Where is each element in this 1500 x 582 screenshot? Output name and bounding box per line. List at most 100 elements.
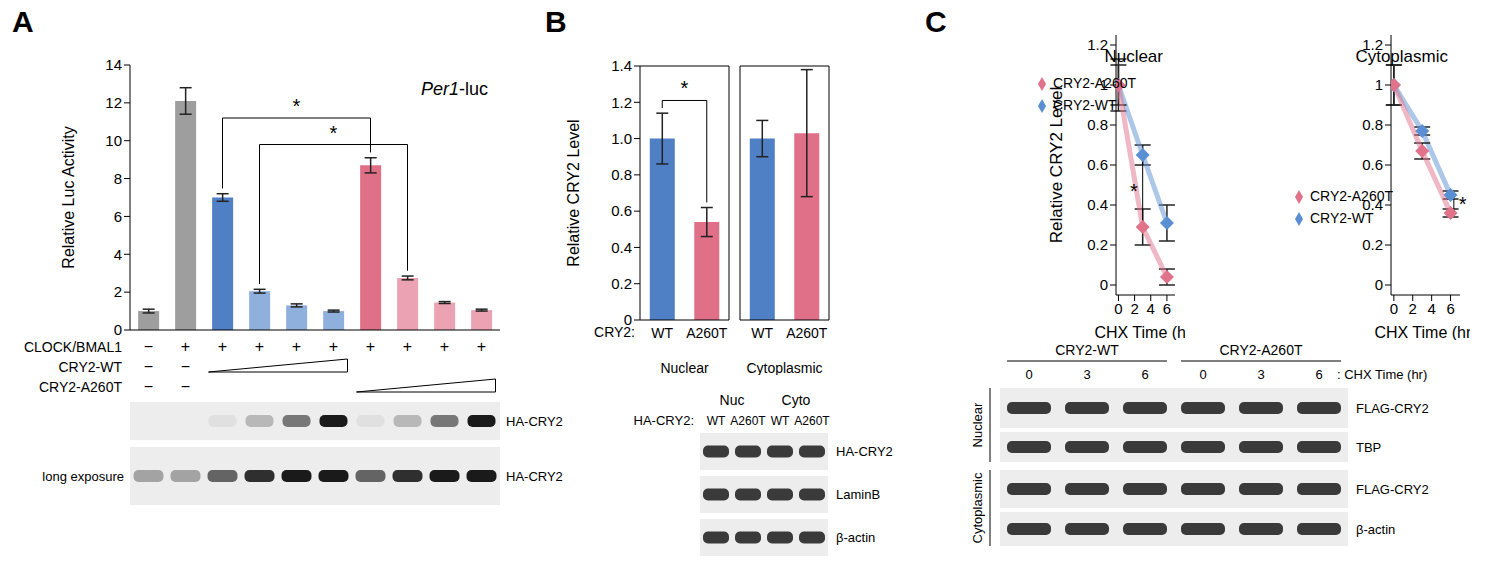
svg-text:+: + bbox=[218, 338, 227, 355]
svg-text:CHX Time (hr): CHX Time (hr) bbox=[1374, 324, 1470, 340]
svg-text:CLOCK/BMAL1: CLOCK/BMAL1 bbox=[24, 339, 122, 355]
svg-text:0.2: 0.2 bbox=[1362, 236, 1383, 253]
svg-text:FLAG-CRY2: FLAG-CRY2 bbox=[1356, 482, 1429, 497]
svg-text:Relative CRY2 Level: Relative CRY2 Level bbox=[565, 119, 582, 266]
svg-text:6: 6 bbox=[1163, 300, 1171, 317]
svg-text:*: * bbox=[681, 77, 689, 99]
svg-text:0: 0 bbox=[1390, 300, 1398, 317]
svg-text:: CHX Time (hr): : CHX Time (hr) bbox=[1337, 367, 1427, 382]
svg-text:−: − bbox=[144, 358, 153, 375]
svg-text:0.4: 0.4 bbox=[1087, 196, 1108, 213]
svg-text:0: 0 bbox=[1100, 276, 1108, 293]
svg-text:+: + bbox=[403, 338, 412, 355]
svg-text:2: 2 bbox=[114, 283, 122, 300]
svg-text:LaminB: LaminB bbox=[836, 487, 880, 502]
svg-text:CRY2:: CRY2: bbox=[594, 324, 635, 340]
svg-text:4: 4 bbox=[1147, 300, 1155, 317]
svg-text:14: 14 bbox=[105, 56, 122, 73]
svg-text:4: 4 bbox=[114, 246, 122, 263]
svg-text:2: 2 bbox=[1130, 300, 1138, 317]
svg-text:+: + bbox=[292, 338, 301, 355]
svg-text:β-actin: β-actin bbox=[1356, 522, 1395, 537]
svg-text:+: + bbox=[440, 338, 449, 355]
svg-text:+: + bbox=[181, 338, 190, 355]
svg-text:+: + bbox=[366, 338, 375, 355]
svg-text:10: 10 bbox=[105, 132, 122, 149]
svg-text:1.2: 1.2 bbox=[611, 94, 632, 111]
svg-text:0.4: 0.4 bbox=[1362, 196, 1383, 213]
svg-text:6: 6 bbox=[1141, 367, 1148, 382]
svg-text:4: 4 bbox=[1427, 300, 1435, 317]
svg-text:A260T: A260T bbox=[730, 414, 766, 428]
svg-text:CRY2-A260T: CRY2-A260T bbox=[39, 379, 122, 395]
svg-text:HA-CRY2: HA-CRY2 bbox=[836, 444, 893, 459]
svg-text:CRY2-WT: CRY2-WT bbox=[1055, 342, 1119, 358]
svg-text:FLAG-CRY2: FLAG-CRY2 bbox=[1356, 401, 1429, 416]
svg-text:0.2: 0.2 bbox=[611, 275, 632, 292]
svg-text:12: 12 bbox=[105, 94, 122, 111]
svg-text:1.2: 1.2 bbox=[1362, 36, 1383, 53]
svg-text:long exposure: long exposure bbox=[42, 469, 124, 484]
svg-text:−: − bbox=[144, 338, 153, 355]
svg-text:6: 6 bbox=[1315, 367, 1322, 382]
svg-text:WT: WT bbox=[651, 325, 673, 341]
svg-text:1: 1 bbox=[1100, 76, 1108, 93]
svg-text:0.4: 0.4 bbox=[611, 239, 632, 256]
svg-text:0: 0 bbox=[1114, 300, 1122, 317]
svg-text:WT: WT bbox=[751, 325, 773, 341]
svg-text:0: 0 bbox=[1375, 276, 1383, 293]
svg-text:A260T: A260T bbox=[786, 325, 828, 341]
svg-text:0: 0 bbox=[1025, 367, 1032, 382]
svg-text:0.8: 0.8 bbox=[611, 166, 632, 183]
svg-text:2: 2 bbox=[1409, 300, 1417, 317]
svg-text:*: * bbox=[1130, 180, 1138, 202]
svg-text:1.4: 1.4 bbox=[611, 57, 632, 74]
svg-text:0.6: 0.6 bbox=[1087, 156, 1108, 173]
svg-text:Relative CRY2 Level: Relative CRY2 Level bbox=[1047, 87, 1066, 244]
svg-text:TBP: TBP bbox=[1356, 440, 1381, 455]
svg-text:Nuclear: Nuclear bbox=[660, 360, 709, 375]
svg-text:CRY2-A260T: CRY2-A260T bbox=[1219, 342, 1302, 358]
svg-text:3: 3 bbox=[1257, 367, 1264, 382]
svg-text:β-actin: β-actin bbox=[836, 530, 875, 545]
svg-text:B: B bbox=[545, 5, 567, 38]
svg-text:HA-CRY2: HA-CRY2 bbox=[506, 469, 563, 484]
svg-text:0: 0 bbox=[114, 321, 122, 338]
svg-text:1: 1 bbox=[1375, 76, 1383, 93]
svg-text:Cytoplasmic: Cytoplasmic bbox=[1355, 47, 1448, 66]
svg-text:3: 3 bbox=[1083, 367, 1090, 382]
svg-text:A260T: A260T bbox=[794, 414, 830, 428]
svg-text:HA-CRY2:: HA-CRY2: bbox=[634, 413, 694, 428]
svg-text:CHX Time (hr): CHX Time (hr) bbox=[1094, 324, 1185, 340]
svg-text:−: − bbox=[144, 378, 153, 395]
svg-text:A260T: A260T bbox=[686, 325, 728, 341]
svg-text:Nuclear: Nuclear bbox=[970, 402, 985, 447]
svg-text:−: − bbox=[181, 358, 190, 375]
svg-text:1.2: 1.2 bbox=[1087, 36, 1108, 53]
svg-text:Nuc: Nuc bbox=[720, 392, 745, 408]
svg-text:0.8: 0.8 bbox=[1362, 116, 1383, 133]
svg-text:C: C bbox=[925, 5, 947, 38]
svg-text:HA-CRY2: HA-CRY2 bbox=[506, 414, 563, 429]
svg-text:Cytoplasmic: Cytoplasmic bbox=[746, 360, 822, 375]
svg-text:Cytoplasmic: Cytoplasmic bbox=[970, 472, 985, 543]
svg-text:CRY2-WT: CRY2-WT bbox=[58, 359, 122, 375]
svg-text:*: * bbox=[1459, 193, 1467, 215]
svg-text:WT: WT bbox=[771, 414, 790, 428]
svg-text:WT: WT bbox=[707, 414, 726, 428]
svg-text:0: 0 bbox=[1199, 367, 1206, 382]
svg-text:0.2: 0.2 bbox=[1087, 236, 1108, 253]
svg-text:Per1-luc: Per1-luc bbox=[421, 79, 488, 99]
svg-text:*: * bbox=[330, 122, 338, 144]
svg-text:+: + bbox=[477, 338, 486, 355]
svg-text:−: − bbox=[181, 378, 190, 395]
svg-text:0: 0 bbox=[624, 311, 632, 328]
svg-text:8: 8 bbox=[114, 170, 122, 187]
svg-text:1.0: 1.0 bbox=[611, 130, 632, 147]
svg-text:0.8: 0.8 bbox=[1087, 116, 1108, 133]
svg-text:Nuclear: Nuclear bbox=[1104, 47, 1163, 66]
svg-text:Cyto: Cyto bbox=[782, 392, 811, 408]
svg-text:*: * bbox=[293, 95, 301, 117]
svg-text:+: + bbox=[255, 338, 264, 355]
svg-text:6: 6 bbox=[114, 208, 122, 225]
